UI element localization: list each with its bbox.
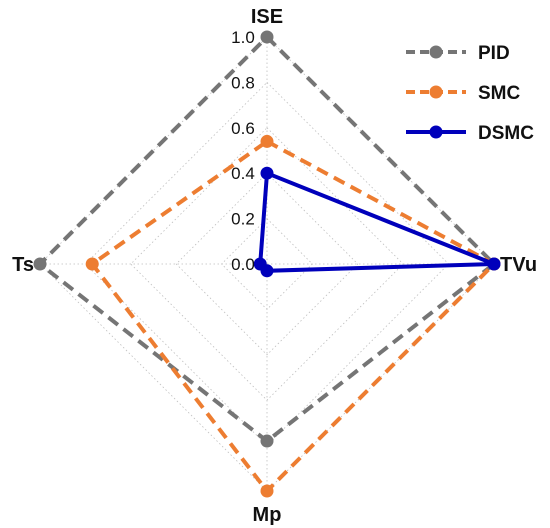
legend-label-smc: SMC	[478, 83, 521, 104]
axis-label-ts: Ts	[12, 254, 34, 276]
series-dsmc-point-tvu	[487, 257, 501, 271]
tick-label-2: 0.4	[231, 164, 255, 183]
legend-marker-dsmc	[429, 125, 443, 139]
axis-label-tvu: TVu	[500, 254, 537, 276]
radar-tick-labels: 0.0 0.2 0.4 0.6 0.8 1.0	[231, 28, 255, 274]
series-pid-point-mp	[260, 434, 274, 448]
series-dsmc-point-ise	[260, 166, 274, 180]
legend-item-dsmc: DSMC	[406, 123, 534, 144]
series-smc-point-ts	[85, 257, 99, 271]
radar-series	[33, 30, 501, 498]
legend-marker-smc	[429, 85, 443, 99]
legend: PID SMC DSMC	[406, 43, 534, 144]
series-smc-point-ise	[260, 134, 274, 148]
grid-ring-2	[175, 172, 359, 356]
tick-label-3: 0.6	[231, 119, 255, 138]
legend-item-smc: SMC	[406, 83, 521, 104]
axis-label-mp: Mp	[253, 504, 282, 526]
radar-axis-labels: ISE TVu Mp Ts	[12, 6, 537, 526]
legend-item-pid: PID	[406, 43, 510, 64]
legend-label-pid: PID	[478, 43, 510, 64]
radar-spokes	[40, 37, 494, 491]
legend-marker-pid	[429, 45, 443, 59]
legend-label-dsmc: DSMC	[478, 123, 534, 144]
series-smc-line	[89, 139, 498, 495]
series-pid-point-ts	[33, 257, 47, 271]
series-dsmc-point-ts	[253, 257, 267, 271]
axis-label-ise: ISE	[251, 6, 283, 28]
tick-label-1: 0.2	[231, 210, 255, 229]
grid-ring-4	[84, 81, 450, 447]
series-pid-point-ise	[260, 30, 274, 44]
series-smc-point-mp	[260, 484, 274, 498]
tick-label-5: 1.0	[231, 28, 255, 47]
series-dsmc-line	[258, 170, 495, 273]
tick-label-0: 0.0	[231, 255, 255, 274]
tick-label-4: 0.8	[231, 73, 255, 92]
